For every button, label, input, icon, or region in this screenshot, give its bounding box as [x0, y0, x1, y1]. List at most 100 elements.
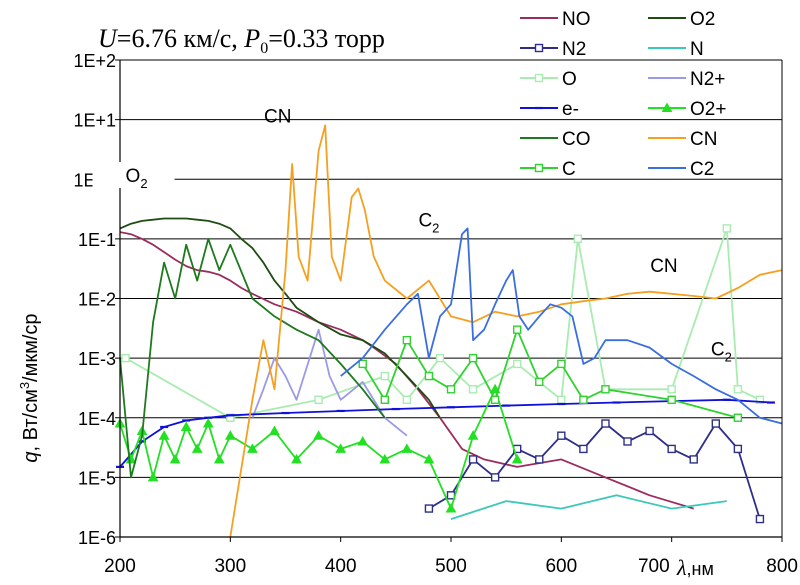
series-layer — [114, 124, 783, 538]
data-point-o2-plus — [357, 435, 369, 446]
data-point-o — [435, 353, 445, 363]
data-point-n2 — [645, 426, 654, 436]
series-line-cn — [229, 124, 783, 538]
legend-item-o2: O2 — [648, 9, 715, 30]
data-point-o2-plus — [269, 425, 280, 435]
x-tick-label: 800 — [766, 556, 798, 577]
data-point-n2 — [689, 455, 698, 464]
data-point-n2 — [667, 444, 676, 454]
x-tick-label: 700 — [638, 556, 670, 577]
series-line-o2 — [119, 217, 441, 419]
series-no — [119, 231, 694, 510]
y-tick-label: 1E+2 — [73, 51, 116, 71]
legend-item-c2: C2 — [648, 159, 714, 180]
series-line-n2-plus — [251, 328, 408, 437]
data-point-n2 — [468, 455, 478, 464]
annotation-background — [92, 161, 175, 188]
y-tick-label: 1E+1 — [73, 111, 116, 131]
data-point-o — [402, 395, 412, 405]
x-tick-label: 600 — [545, 556, 577, 577]
data-point-c — [557, 359, 566, 369]
legend-label: O2+ — [690, 99, 726, 120]
data-point-c — [468, 353, 478, 363]
data-point-c — [601, 385, 610, 394]
y-axis-label: q, Вт/см3/мкм/ср — [17, 313, 42, 462]
series-n2-plus — [251, 328, 408, 437]
data-point-o2-plus — [379, 453, 391, 464]
series-line-n — [450, 494, 727, 520]
data-point-o — [722, 224, 732, 233]
legend-marker — [661, 102, 673, 112]
x-tick-label: 300 — [214, 556, 246, 577]
data-point-o2-plus — [180, 421, 192, 431]
x-axis-label: λ,нм — [676, 555, 714, 580]
data-point-n2 — [557, 431, 566, 440]
data-point-o — [573, 234, 583, 244]
data-point-n2 — [424, 504, 434, 513]
annotation-label: CN — [650, 256, 677, 277]
legend-label: CN — [690, 129, 717, 150]
x-tick-label: 200 — [104, 556, 136, 577]
legend-item-n2: N2 — [520, 39, 586, 60]
title-u-symbol: U — [98, 24, 119, 53]
data-point-o2-plus — [158, 430, 170, 440]
data-point-c — [667, 395, 676, 405]
legend-item-e-: e- — [520, 99, 579, 120]
x-tick-label: 400 — [325, 556, 357, 577]
data-point-c — [513, 325, 522, 334]
data-point-o — [557, 395, 566, 405]
data-point-o — [755, 395, 765, 405]
series-line-n2 — [428, 422, 761, 520]
chart-title: U=6.76 км/с, P0=0.33 торр — [98, 24, 385, 57]
legend-item-no: NO — [520, 9, 591, 30]
data-point-n2 — [755, 514, 765, 524]
data-point-c — [380, 395, 389, 405]
series-line-o2-plus — [119, 388, 519, 510]
legend-marker — [534, 43, 544, 53]
legend-marker — [534, 73, 544, 83]
series-co — [119, 237, 386, 479]
legend-label: NO — [562, 9, 591, 30]
data-point-o2-plus — [147, 471, 159, 482]
series-line-no — [119, 231, 694, 510]
y-label-unit-a: , Вт/см — [20, 389, 42, 451]
annotation-label: O2 — [126, 166, 148, 191]
title-p-subscript: 0 — [260, 40, 268, 57]
legend-label: C2 — [690, 159, 714, 180]
y-label-unit-b: /мкм/ср — [20, 313, 42, 382]
legend-item-co: CO — [520, 129, 591, 150]
y-label-sup: 3 — [17, 382, 32, 389]
data-point-n2 — [601, 419, 610, 428]
series-line-e- — [119, 398, 772, 468]
data-point-o — [314, 395, 323, 405]
y-tick-label: 1E-6 — [78, 528, 116, 548]
data-point-o2-plus — [247, 443, 258, 453]
legend-marker — [534, 163, 544, 173]
data-point-c — [446, 385, 456, 394]
data-point-o — [468, 385, 478, 394]
axis-layer: 1E-61E-51E-41E-31E-21E-11E+01E+11E+22003… — [73, 51, 798, 577]
data-point-n2 — [579, 444, 588, 454]
legend-item-n2-plus: N2+ — [648, 69, 725, 90]
series-o2 — [119, 217, 441, 419]
title-p-symbol: P — [243, 24, 260, 53]
series-n — [450, 494, 727, 520]
title-u-value: =6.76 км/с, — [117, 24, 245, 53]
legend-label: N2+ — [690, 69, 725, 90]
data-point-o — [380, 371, 389, 381]
series-line-c2 — [340, 227, 783, 425]
annotation-label: C2 — [711, 340, 732, 365]
data-point-n2 — [490, 473, 500, 482]
title-p-value: =0.33 торр — [268, 24, 385, 53]
legend-item-o: O — [520, 69, 577, 90]
data-point-c — [490, 395, 500, 405]
legend-item-n: N — [648, 39, 704, 60]
data-point-o2-plus — [335, 443, 347, 453]
data-point-o — [513, 359, 522, 369]
series-cn — [229, 124, 783, 538]
x-label-unit: ,нм — [687, 559, 714, 579]
annotation-layer: O2 CN C2 CN C2 — [92, 106, 732, 365]
